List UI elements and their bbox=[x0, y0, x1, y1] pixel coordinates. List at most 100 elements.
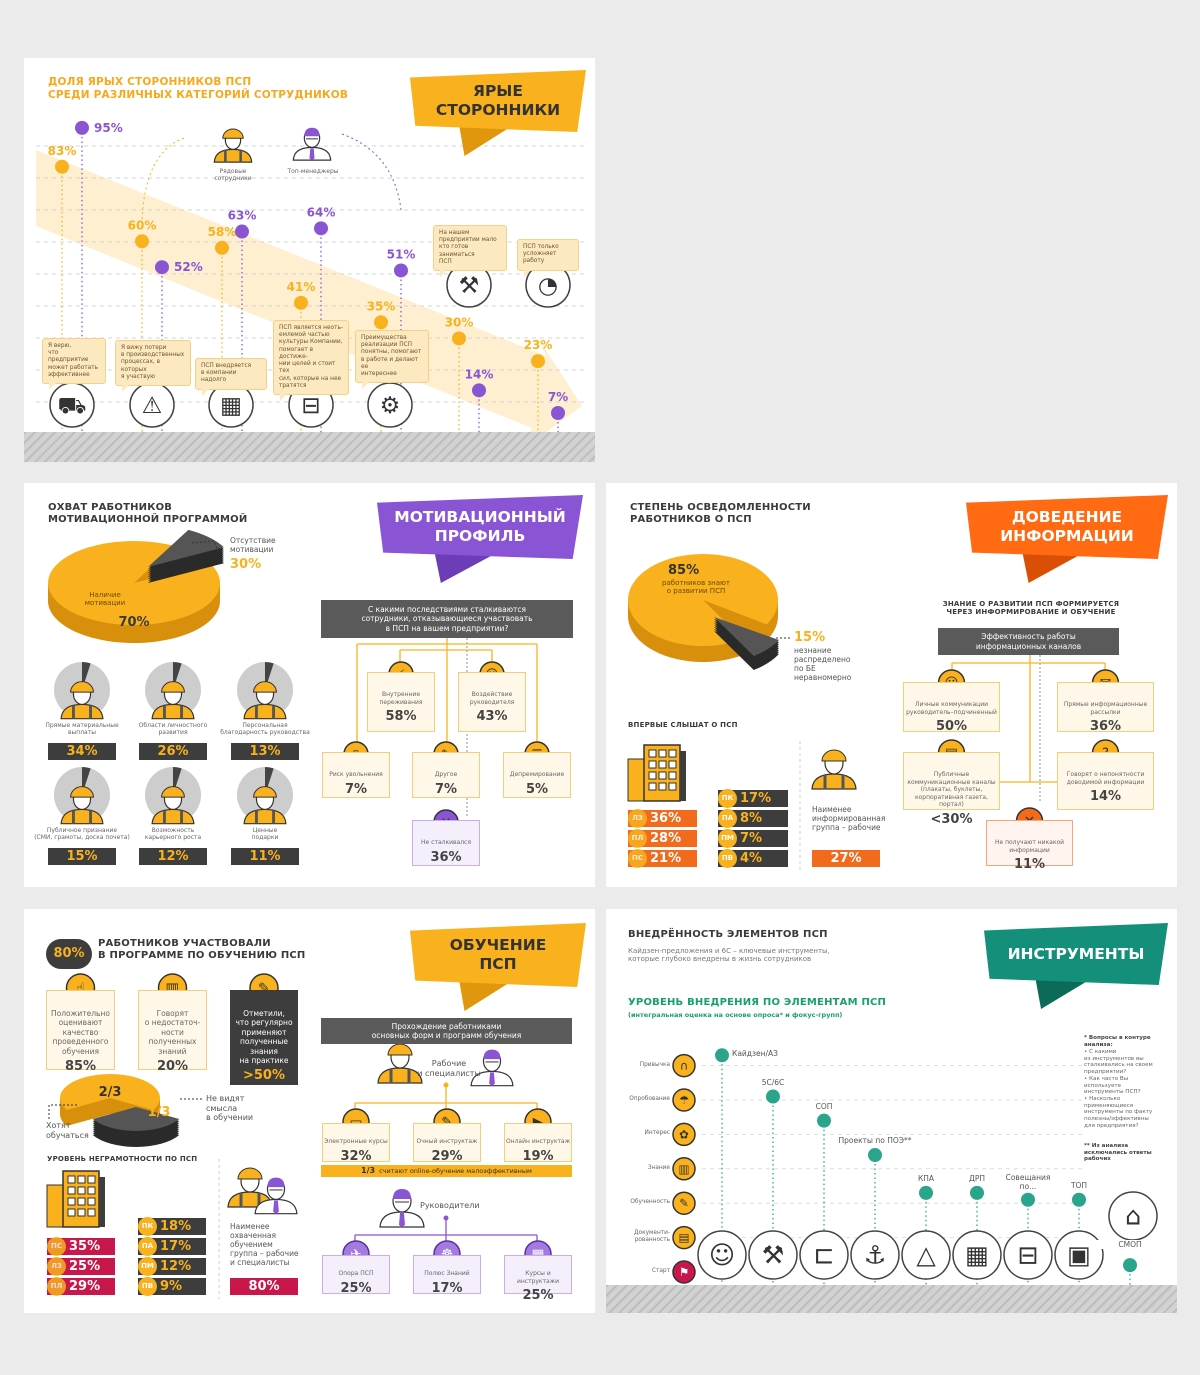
least-informed-value: 27% bbox=[812, 850, 880, 867]
worker-icon bbox=[60, 786, 104, 825]
legend-workers: Рядовые сотрудники bbox=[214, 168, 252, 183]
svg-text:✎: ✎ bbox=[679, 1196, 689, 1210]
board-icon: ▦ bbox=[952, 1230, 1002, 1280]
manager-point bbox=[394, 263, 408, 278]
tool-point bbox=[868, 1148, 882, 1163]
legend-arrow-workers bbox=[141, 137, 185, 224]
graphics-layer: ☺✉▤?✕ bbox=[626, 554, 1120, 873]
box-value: 25% bbox=[340, 1280, 372, 1296]
data-label: 7% bbox=[548, 390, 568, 404]
box-label: Очный инструктаж bbox=[416, 1138, 478, 1145]
excavator-icon: ⚒ bbox=[446, 262, 492, 308]
worker-point bbox=[215, 240, 229, 255]
svg-text:⌂: ⌂ bbox=[1125, 1202, 1141, 1231]
plant-bar: ПЛ 29% bbox=[47, 1277, 115, 1296]
box-label: Говорят о непонятности доводимой информа… bbox=[1066, 771, 1145, 786]
department-code: ПС bbox=[628, 849, 647, 868]
flag-icon: ⚑ bbox=[672, 1260, 696, 1284]
plant-bar: ПК 18% bbox=[138, 1217, 206, 1236]
box-label: Полюс Знаний bbox=[424, 1270, 470, 1277]
statement-bubble: Я вижу потери в производственных процесс… bbox=[115, 340, 191, 393]
svg-text:☝: ☝ bbox=[76, 980, 85, 997]
bar-value: 21% bbox=[650, 851, 682, 866]
worker-icon bbox=[151, 786, 195, 825]
data-label: 51% bbox=[387, 247, 416, 261]
panel-motivation-profile: ⚡☺▯✎☰✕ ОХВАТ РАБОТНИКОВ МОТИВАЦИОННОЙ ПРО… bbox=[24, 483, 595, 887]
box-value: 11% bbox=[1013, 857, 1046, 872]
section-title: ВНЕДРЁННОСТЬ ЭЛЕМЕНТОВ ПСП bbox=[628, 929, 828, 940]
least-covered-value: 80% bbox=[230, 1278, 298, 1295]
vest-icon: ▣ bbox=[1054, 1230, 1104, 1280]
flow-question: С какими последствиями сталкиваются сотр… bbox=[321, 600, 573, 638]
svg-text:✎: ✎ bbox=[441, 1115, 452, 1131]
box-label: Курсы и инструктажи bbox=[516, 1270, 560, 1285]
pie-unaware-label: незнание распределено по БЕ неравномерно bbox=[794, 646, 852, 682]
svg-text:⊟: ⊟ bbox=[301, 393, 320, 419]
tool-point bbox=[1123, 1258, 1137, 1273]
motivator-label: Прямые материальные выплаты bbox=[45, 722, 119, 737]
svg-text:⚑: ⚑ bbox=[679, 1265, 689, 1279]
clipboard-icon: ▤ bbox=[672, 1225, 696, 1250]
training-header: Прохождение работниками основных форм и … bbox=[321, 1018, 572, 1044]
section-title: ОХВАТ РАБОТНИКОВ МОТИВАЦИОННОЙ ПРОГРАММО… bbox=[48, 502, 248, 525]
svg-text:☺: ☺ bbox=[709, 1241, 735, 1270]
graduation-cap-icon: ✎ bbox=[672, 1191, 696, 1215]
section-ribbon: ДОВЕДЕНИЕ ИНФОРМАЦИИ bbox=[966, 495, 1168, 559]
statement-bubble: ПСП только усложняет работу bbox=[517, 239, 579, 277]
graphics-layer: ⚡☺▯✎☰✕ bbox=[47, 529, 550, 835]
document-icon: ▦ bbox=[208, 382, 254, 428]
box-label: Положительно оценивают качество проведен… bbox=[51, 1009, 110, 1056]
tool-label: КПА bbox=[886, 1173, 966, 1183]
warning-icon: ⚠ bbox=[129, 382, 175, 428]
data-label: 83% bbox=[48, 144, 77, 158]
bar-value: 7% bbox=[740, 831, 763, 846]
department-code: ПЛ bbox=[628, 829, 647, 848]
worker-icon bbox=[213, 128, 253, 163]
svg-text:△: △ bbox=[916, 1241, 936, 1270]
bar-value: 12% bbox=[160, 1259, 192, 1274]
motivator-value: 15% bbox=[48, 848, 116, 865]
atom-icon: ✿ bbox=[672, 1122, 696, 1147]
svg-text:⚙: ⚙ bbox=[380, 393, 401, 419]
data-label: 52% bbox=[174, 260, 203, 274]
chart-title: УРОВЕНЬ ВНЕДРЕНИЯ ПО ЭЛЕМЕНТАМ ПСП bbox=[628, 997, 887, 1008]
section-ribbon: ОБУЧЕНИЕ ПСП bbox=[410, 923, 586, 987]
motivator-value: 11% bbox=[231, 848, 299, 865]
book-icon: ▥ bbox=[672, 1157, 696, 1181]
plant-bar: ПЛ 28% bbox=[628, 829, 697, 848]
box-label: Риск увольнения bbox=[329, 771, 383, 778]
magnet-icon: ∩ bbox=[672, 1053, 696, 1078]
legend-managers: Топ-менеджеры bbox=[287, 168, 339, 175]
chart-title: ДОЛЯ ЯРЫХ СТОРОННИКОВ ПСП СРЕДИ РАЗЛИЧНЫ… bbox=[48, 76, 349, 101]
box-value: 50% bbox=[935, 719, 968, 734]
department-code: ПЛ bbox=[47, 1277, 66, 1296]
manager-point bbox=[155, 260, 169, 275]
pie-no-sense-slice bbox=[92, 1107, 180, 1147]
graphics-layer: ⚑ ▤ ✎ ▥ ✿ ☂ ∩ ☺ ⚒ ⊏ ⚓ △ ▦ ⊟ ▣ ⌂ bbox=[672, 1048, 1158, 1306]
channels-title: ЗНАНИЕ О РАЗВИТИИ ПСП ФОРМИРУЕТСЯ ЧЕРЕЗ … bbox=[942, 600, 1120, 617]
bar-value: 36% bbox=[650, 811, 682, 826]
box-value: 20% bbox=[156, 1058, 189, 1074]
managers-training-box: Курсы и инструктажи 25% bbox=[504, 1255, 572, 1303]
pie-present-label: Наличие мотивации bbox=[84, 591, 126, 608]
bar-value: 35% bbox=[69, 1239, 101, 1254]
department-code: ПА bbox=[718, 809, 737, 828]
tool-point bbox=[919, 1185, 933, 1200]
statement-bubble: Я верю, что предприятие может работать э… bbox=[42, 338, 106, 391]
department-code: ПМ bbox=[138, 1257, 157, 1276]
crane-load-icon: ⚓ bbox=[850, 1230, 900, 1280]
motivator-label: Возможность карьерного роста bbox=[144, 827, 202, 842]
box-label: Другое bbox=[434, 771, 458, 778]
svg-text:⊏: ⊏ bbox=[813, 1241, 834, 1270]
online-note-text: считают online-обучение малоэффективным bbox=[379, 1167, 532, 1175]
specialist-icon bbox=[254, 1177, 298, 1215]
tool-label: СОП bbox=[784, 1101, 864, 1111]
box-value: <30% bbox=[930, 811, 973, 827]
consequence-box: Внутренние переживания 58% bbox=[367, 672, 435, 732]
box-label: Личные коммуникации руководитель–подчине… bbox=[906, 701, 997, 716]
plant-bar: ПС 35% bbox=[47, 1237, 115, 1256]
level-label: Интерес bbox=[644, 1130, 670, 1137]
plant-bar: ПК 17% bbox=[718, 789, 788, 808]
motivator-label: Области личностного развития bbox=[138, 722, 208, 737]
svg-text:◔: ◔ bbox=[538, 273, 558, 299]
